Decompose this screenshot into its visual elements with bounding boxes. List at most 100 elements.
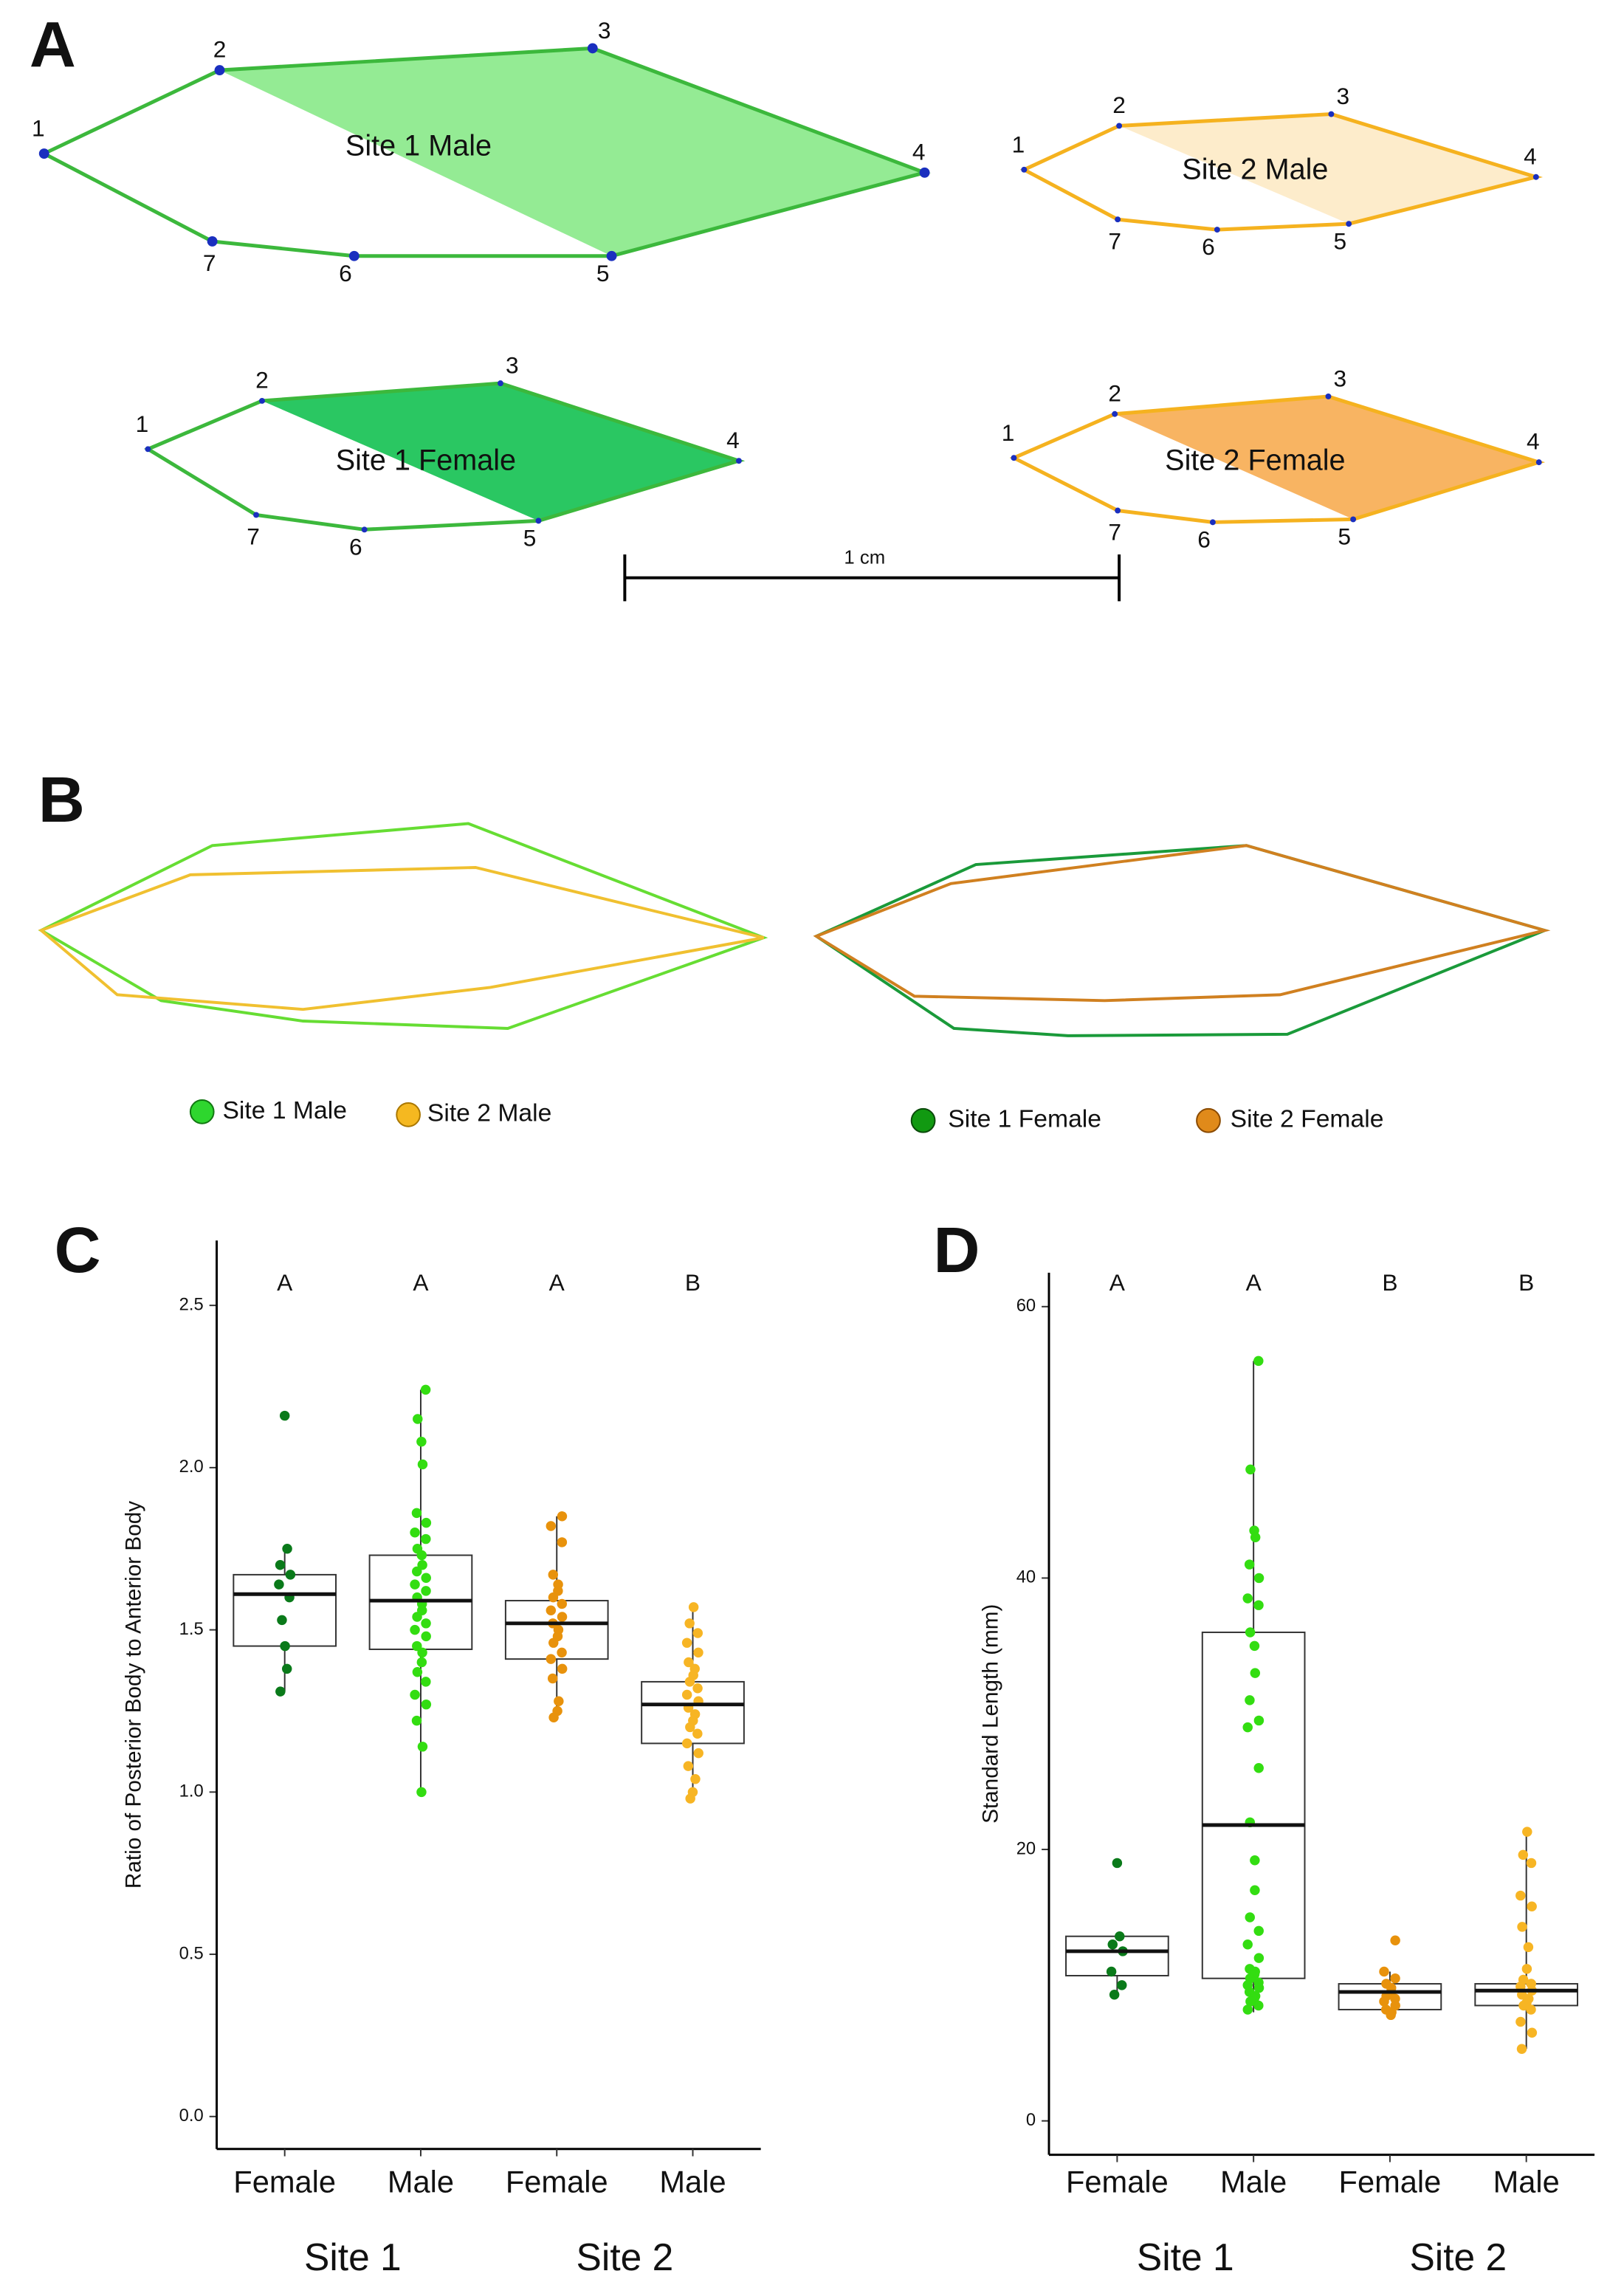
data-point — [548, 1712, 559, 1722]
data-point — [1245, 1695, 1255, 1705]
data-point — [1250, 1668, 1261, 1678]
data-point — [557, 1647, 567, 1658]
data-point — [685, 1722, 695, 1733]
landmark-label: 4 — [912, 138, 926, 165]
shape-outline — [1009, 394, 1546, 524]
data-point — [416, 1787, 427, 1798]
data-point — [421, 1677, 431, 1687]
data-point — [420, 1384, 431, 1395]
data-point — [1518, 1849, 1529, 1860]
data-point — [682, 1738, 692, 1749]
landmark — [587, 43, 598, 54]
shape-label: Site 2 Female — [1165, 444, 1345, 477]
landmark-label: 7 — [247, 523, 260, 550]
landmark-label: 2 — [1112, 92, 1126, 118]
landmark-label: 4 — [1527, 428, 1540, 455]
data-point — [1245, 1464, 1256, 1475]
landmark-label: 3 — [1333, 365, 1346, 392]
data-point — [693, 1647, 703, 1658]
group-label: Site 1 — [1137, 2236, 1234, 2278]
data-point — [1250, 1532, 1261, 1543]
data-point — [1518, 2000, 1529, 2011]
data-point — [1112, 1858, 1123, 1869]
landmark — [38, 148, 49, 159]
landmark — [1532, 173, 1539, 180]
data-point — [548, 1638, 559, 1648]
data-point — [1527, 2027, 1538, 2038]
data-point — [280, 1640, 290, 1652]
data-point — [1109, 1990, 1120, 2000]
significance-letter: A — [1246, 1269, 1262, 1296]
data-point — [547, 1673, 558, 1684]
data-point — [1250, 1855, 1260, 1866]
data-point — [548, 1570, 559, 1580]
data-point — [1245, 1996, 1256, 2007]
y-tick-label: 0 — [1026, 2110, 1036, 2130]
x-tick-label: Male — [388, 2164, 454, 2199]
data-point — [681, 1689, 692, 1700]
panel-letter: D — [933, 1214, 980, 1286]
x-tick-label: Female — [506, 2164, 608, 2199]
x-tick-label: Female — [1339, 2164, 1442, 2199]
legend-swatch — [1196, 1107, 1221, 1133]
data-point — [421, 1618, 431, 1629]
data-point — [681, 1638, 692, 1648]
legend-label: Site 1 Female — [948, 1106, 1101, 1133]
shape-fill — [219, 48, 925, 256]
data-point — [1253, 1925, 1264, 1937]
significance-letter: B — [1382, 1269, 1397, 1296]
data-point — [416, 1436, 427, 1447]
landmark-label: 3 — [1336, 83, 1349, 109]
y-tick-label: 60 — [1016, 1296, 1036, 1316]
data-point — [285, 1570, 296, 1580]
data-point — [557, 1598, 568, 1609]
data-point — [1253, 1763, 1264, 1773]
data-point — [1107, 1939, 1118, 1950]
data-point — [281, 1663, 292, 1674]
significance-letter: B — [685, 1269, 701, 1296]
panel-letter: B — [38, 764, 85, 836]
data-point — [1106, 1966, 1117, 1977]
shape-outline — [144, 381, 746, 532]
data-point — [413, 1414, 423, 1424]
landmark-label: 3 — [506, 352, 519, 379]
shape-label: Site 1 Female — [336, 444, 516, 477]
landmark — [253, 512, 260, 518]
landmark — [207, 236, 218, 247]
data-point — [684, 1677, 695, 1687]
scale-bar-label: 1 cm — [844, 548, 885, 568]
landmark-label: 4 — [1524, 142, 1537, 169]
landmark — [1115, 216, 1121, 223]
data-point — [1242, 1593, 1253, 1604]
data-point — [1379, 1996, 1389, 2007]
data-point — [410, 1624, 420, 1635]
data-point — [1515, 1890, 1526, 1901]
outline — [38, 866, 765, 1011]
y-tick-label: 0.5 — [179, 1943, 204, 1963]
data-point — [282, 1544, 292, 1554]
landmark-label: 3 — [598, 17, 611, 44]
data-point — [1522, 1827, 1532, 1837]
legend-swatch — [910, 1107, 936, 1133]
group-label: Site 1 — [304, 2236, 402, 2278]
data-point — [684, 1618, 695, 1629]
shape-label: Site 1 Male — [345, 130, 492, 162]
data-point — [1390, 1935, 1400, 1945]
landmark — [1115, 507, 1121, 514]
data-point — [1390, 1973, 1400, 1984]
data-point — [421, 1573, 431, 1584]
data-point — [412, 1566, 422, 1577]
y-tick-label: 1.5 — [179, 1619, 204, 1639]
panel-letter: A — [30, 9, 76, 80]
landmark — [1116, 123, 1123, 129]
data-point — [412, 1666, 423, 1677]
data-point — [692, 1683, 703, 1694]
landmark — [1021, 166, 1028, 173]
legend-label: Site 1 Male — [222, 1097, 346, 1124]
data-point — [1379, 1966, 1389, 1977]
landmark — [214, 65, 225, 76]
data-point — [417, 1742, 428, 1752]
x-tick-label: Female — [233, 2164, 336, 2199]
data-point — [417, 1647, 427, 1658]
data-point — [688, 1602, 699, 1612]
